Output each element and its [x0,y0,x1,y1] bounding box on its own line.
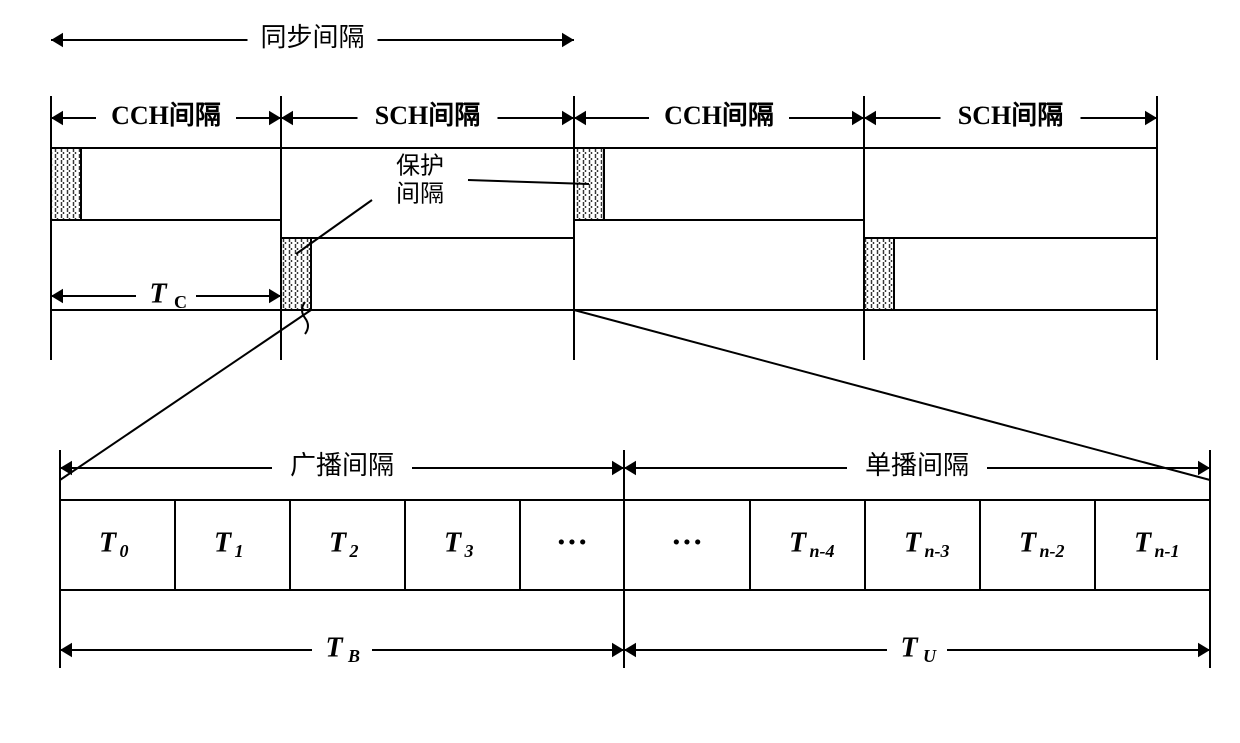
col-label: CCH间隔 [111,101,221,130]
slot-label: T [1134,527,1153,558]
slot-label: T [904,527,923,558]
guard-label: 保护 [396,153,444,180]
slot-label: T [1019,527,1038,558]
dots: ··· [556,523,588,559]
guard-interval [864,238,894,310]
slot-label: T [99,527,118,558]
sync-interval-label: 同步间隔 [260,23,364,52]
guard-label: 间隔 [396,181,444,208]
tu-label: T [900,632,919,663]
slot-sub: 1 [235,541,244,561]
tc-label: T [149,278,168,309]
slot-label: T [329,527,348,558]
svg-text:U: U [923,646,937,666]
col-label: SCH间隔 [375,101,480,130]
slot-label: T [214,527,233,558]
guard-interval [51,148,81,220]
slot-sub: 0 [120,541,129,561]
col-label: SCH间隔 [958,101,1063,130]
slot-sub: n-2 [1040,541,1065,561]
tc-sub: C [174,292,187,312]
unicast-label: 单播间隔 [865,451,969,480]
tb-label: T [325,632,344,663]
slot-sub: n-1 [1155,541,1180,561]
guard-interval [281,238,311,310]
slot-sub: 3 [464,541,474,561]
col-label: CCH间隔 [664,101,774,130]
slot-label: T [444,527,463,558]
dots: ··· [671,523,703,559]
slot-sub: n-4 [810,541,835,561]
slot-sub: 2 [349,541,359,561]
slot-sub: n-3 [925,541,950,561]
slot-row [60,500,1210,590]
broadcast-label: 广播间隔 [290,451,394,480]
slot-label: T [789,527,808,558]
svg-text:B: B [347,646,360,666]
